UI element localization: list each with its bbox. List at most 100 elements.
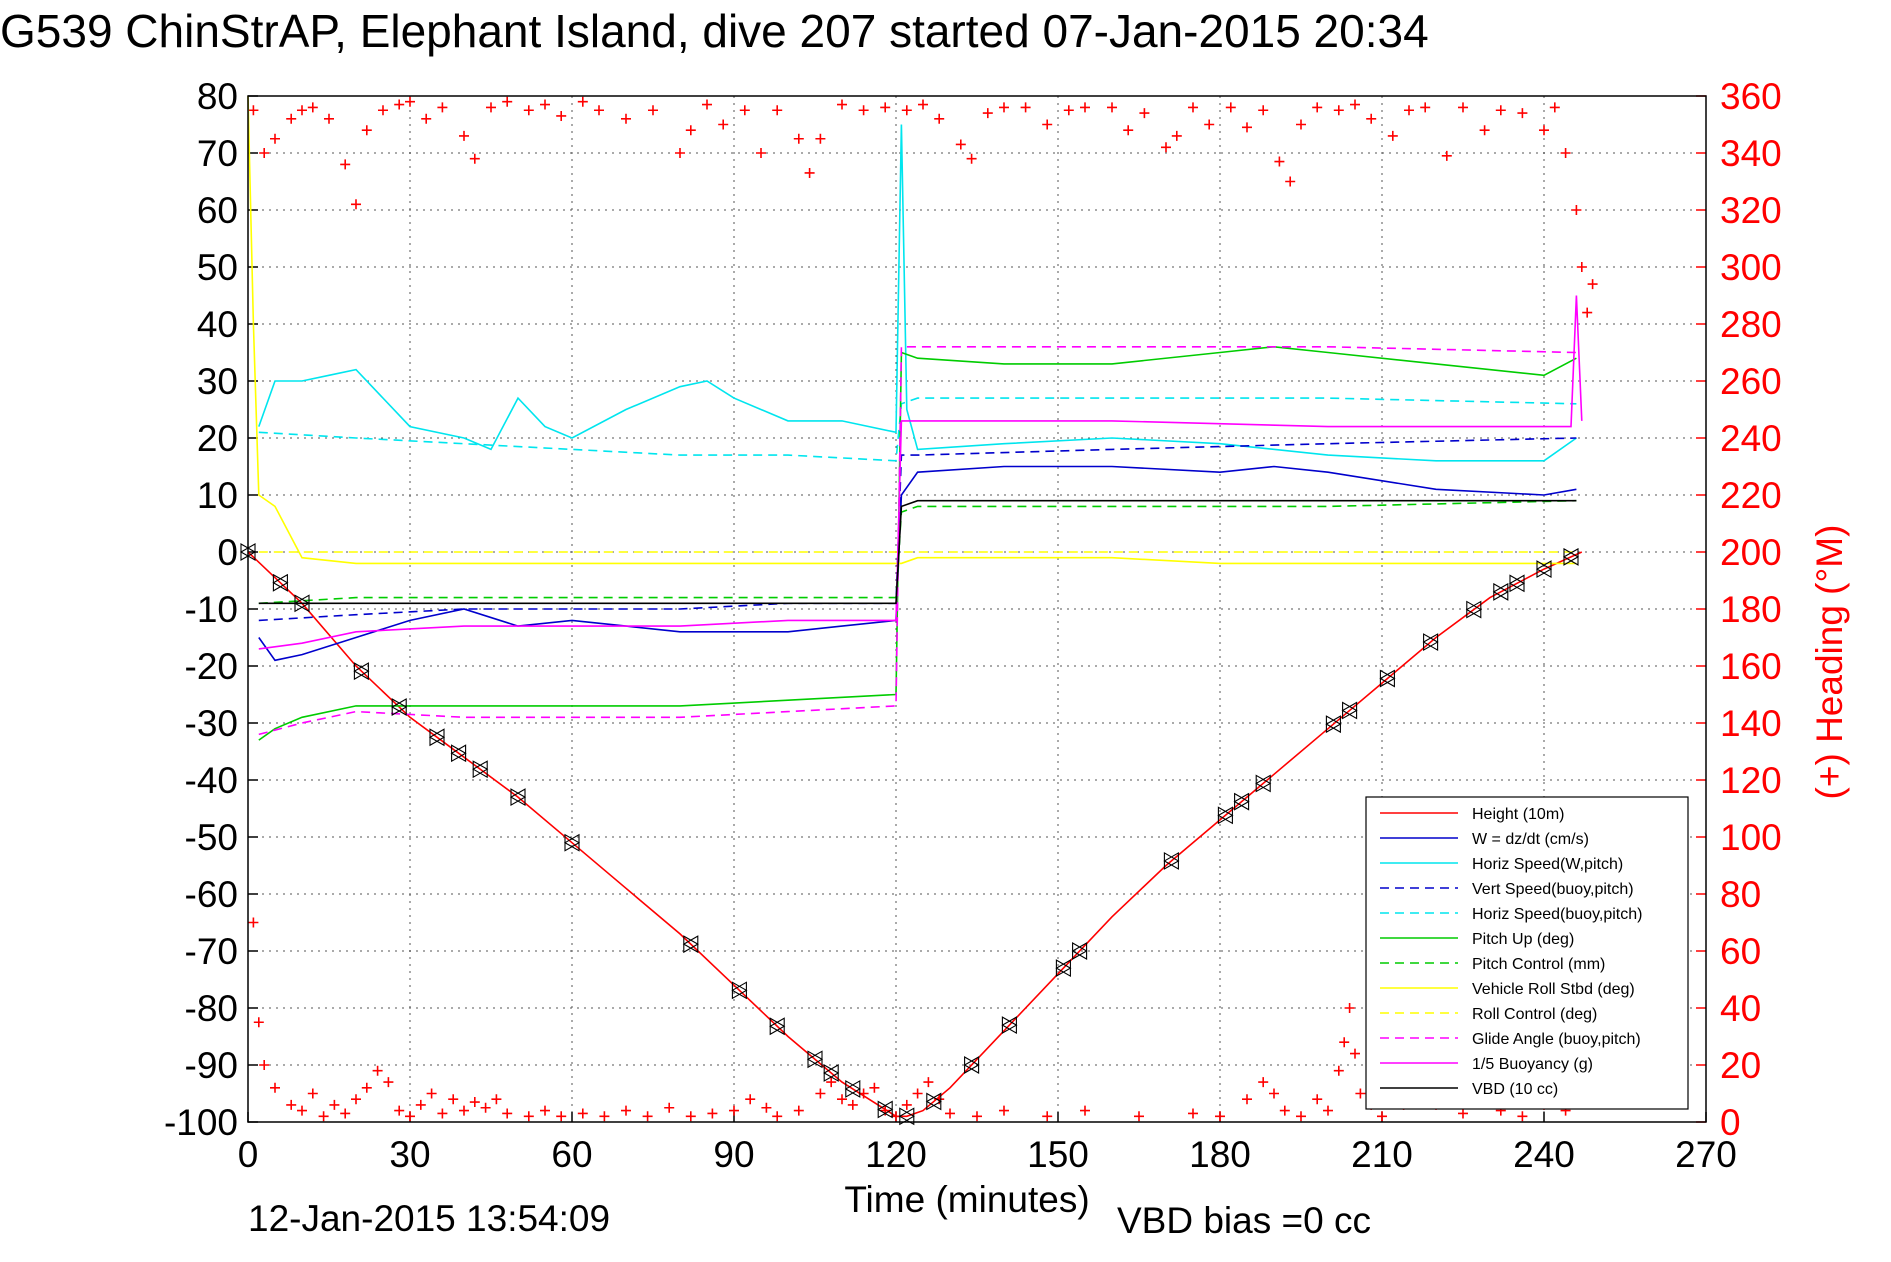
y-tick-label: 50 (197, 247, 238, 288)
heading-marker (745, 1094, 756, 1105)
heading-marker (459, 130, 469, 141)
heading-marker (972, 1111, 982, 1122)
heading-marker (1458, 102, 1468, 113)
heading-marker (955, 139, 966, 150)
timestamp-label: 12-Jan-2015 13:54:09 (248, 1198, 611, 1239)
heading-marker (826, 1077, 837, 1088)
right-tick-label: 180 (1720, 589, 1782, 630)
heading-marker (270, 1082, 280, 1093)
heading-marker (1279, 1105, 1290, 1116)
heading-marker (437, 102, 448, 113)
heading-marker (253, 1017, 264, 1028)
legend-label: Vert Speed(buoy,pitch) (1472, 881, 1634, 898)
heading-marker (286, 113, 297, 124)
depth-marker (963, 1056, 980, 1074)
y-tick-label: -80 (185, 988, 238, 1029)
heading-marker (837, 99, 847, 110)
depth-marker (563, 833, 581, 852)
heading-marker (1161, 142, 1171, 153)
chart-title: G539 ChinStrAP, Elephant Island, dive 20… (0, 5, 1429, 57)
y-tick-label: 10 (197, 475, 238, 516)
x-tick-label: 90 (713, 1134, 754, 1175)
depth-marker (1233, 792, 1250, 811)
depth-marker (769, 1017, 786, 1036)
y-tick-label: 60 (197, 190, 238, 231)
heading-marker (1042, 119, 1053, 130)
heading-marker (793, 1105, 804, 1116)
heading-marker (1549, 102, 1560, 113)
heading-marker (966, 153, 977, 164)
depth-marker (1255, 774, 1272, 793)
heading-marker (486, 102, 496, 113)
x-tick-label: 120 (865, 1134, 927, 1175)
heading-marker (982, 108, 993, 119)
heading-marker (648, 105, 658, 116)
x-tick-label: 240 (1513, 1134, 1575, 1175)
heading-marker (1539, 125, 1549, 136)
heading-marker (815, 1088, 826, 1099)
heading-marker (556, 110, 567, 121)
heading-marker (1134, 1111, 1144, 1122)
heading-marker (1344, 1003, 1355, 1013)
right-tick-label: 200 (1720, 532, 1782, 573)
x-tick-label: 60 (551, 1134, 592, 1175)
depth-marker (1422, 633, 1439, 652)
heading-marker (523, 1111, 534, 1122)
heading-marker (1576, 262, 1587, 272)
heading-marker (1404, 105, 1414, 116)
right-tick-label: 120 (1720, 760, 1782, 801)
y-tick-label: -90 (185, 1045, 238, 1086)
heading-marker (1204, 119, 1215, 130)
heading-marker (1312, 1094, 1323, 1105)
heading-marker (502, 96, 513, 107)
y-tick-label: -70 (185, 931, 238, 972)
heading-marker (837, 1094, 847, 1105)
depth-marker (428, 728, 446, 747)
depth-marker (1325, 715, 1342, 734)
legend-label: Glide Angle (buoy,pitch) (1472, 1031, 1641, 1048)
right-tick-label: 360 (1720, 76, 1782, 117)
heading-marker (1323, 1105, 1333, 1116)
depth-marker (1217, 806, 1234, 825)
heading-marker (577, 96, 588, 107)
depth-marker (1071, 942, 1088, 960)
depth-marker (877, 1100, 894, 1119)
right-tick-label: 320 (1720, 190, 1782, 231)
series-line (247, 95, 1577, 565)
heading-marker (259, 1060, 270, 1070)
right-tick-label: 100 (1720, 817, 1782, 858)
heading-marker (361, 125, 372, 136)
heading-marker (318, 1111, 329, 1122)
heading-marker (1479, 125, 1490, 136)
depth-marker (1055, 959, 1072, 978)
heading-marker (405, 96, 415, 107)
heading-marker (923, 1077, 934, 1088)
heading-marker (621, 113, 631, 124)
heading-marker (707, 1108, 718, 1119)
legend-label: Pitch Control (mm) (1472, 956, 1605, 973)
right-tick-label: 0 (1720, 1102, 1741, 1143)
legend-label: Vehicle Roll Stbd (deg) (1472, 981, 1635, 998)
heading-marker (1366, 113, 1377, 124)
legend-label: W = dz/dt (cm/s) (1472, 831, 1589, 848)
heading-marker (1215, 1111, 1225, 1122)
heading-marker (1333, 1065, 1344, 1076)
depth-marker (806, 1050, 824, 1069)
y-tick-label: 80 (197, 76, 238, 117)
heading-marker (1312, 102, 1323, 113)
right-tick-label: 220 (1720, 475, 1782, 516)
depth-marker (898, 1107, 915, 1126)
heading-marker (1042, 1111, 1053, 1122)
heading-marker (594, 105, 604, 116)
heading-marker (372, 1065, 383, 1076)
heading-marker (718, 119, 729, 130)
legend-label: Height (10m) (1472, 806, 1564, 823)
series-line (247, 551, 1583, 1118)
heading-marker (1258, 1077, 1269, 1088)
depth-marker (823, 1064, 840, 1082)
heading-marker (361, 1082, 372, 1093)
heading-marker (1420, 102, 1431, 113)
heading-marker (307, 1088, 318, 1099)
heading-marker (1242, 122, 1252, 133)
